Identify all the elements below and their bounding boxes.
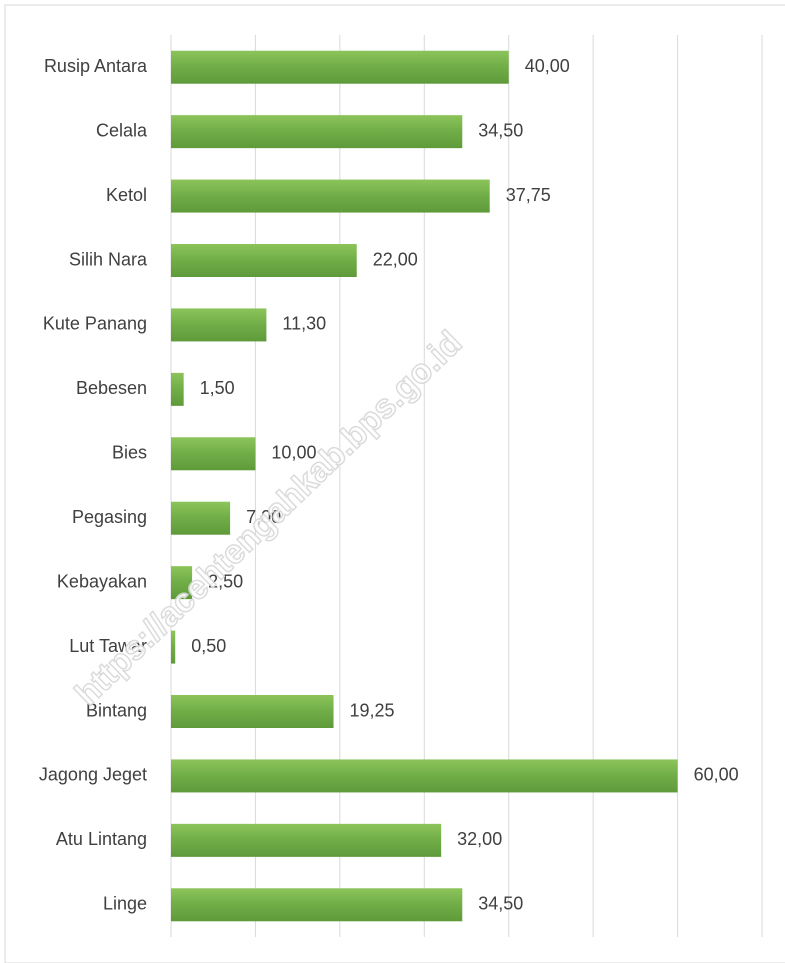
bar (171, 695, 334, 728)
bar (171, 566, 193, 600)
y-tick-label: Pegasing (72, 507, 147, 527)
chart-border (4, 4, 785, 963)
bar (171, 115, 463, 149)
bar (171, 630, 176, 664)
data-label: 19,25 (350, 700, 395, 720)
data-label: 0,50 (191, 636, 226, 656)
y-tick-label: Bies (112, 443, 147, 463)
bar (171, 179, 490, 213)
y-tick-label: Linge (103, 894, 147, 914)
bar (171, 759, 678, 793)
bar (171, 372, 184, 406)
bar (171, 437, 256, 471)
data-label: 10,00 (271, 443, 316, 463)
data-label: 37,75 (506, 185, 551, 205)
y-tick-label: Rusip Antara (44, 56, 148, 76)
y-tick-label: Bintang (86, 700, 147, 720)
bar (171, 888, 463, 922)
y-tick-label: Silih Nara (69, 249, 148, 269)
y-tick-label: Kebayakan (57, 571, 147, 591)
bar (171, 244, 357, 277)
y-tick-label: Atu Lintang (56, 829, 147, 849)
data-label: 34,50 (478, 894, 523, 914)
bar (171, 501, 231, 535)
y-tick-label: Ketol (106, 185, 147, 205)
data-label: 60,00 (694, 765, 739, 785)
y-tick-label: Bebesen (76, 378, 147, 398)
data-label: 22,00 (373, 249, 418, 269)
bar (171, 823, 442, 857)
data-label: 1,50 (200, 378, 235, 398)
data-label: 11,30 (282, 314, 326, 334)
y-tick-label: Lut Tawar (69, 636, 147, 656)
data-label: 40,00 (525, 56, 570, 76)
bar (171, 308, 267, 342)
y-tick-label: Celala (96, 120, 148, 140)
y-tick-label: Jagong Jeget (39, 765, 147, 785)
data-label: 7,00 (246, 507, 281, 527)
data-label: 2,50 (208, 571, 243, 591)
data-label: 32,00 (457, 829, 502, 849)
bar (171, 50, 509, 84)
y-tick-label: Kute Panang (43, 314, 147, 334)
data-label: 34,50 (478, 120, 523, 140)
